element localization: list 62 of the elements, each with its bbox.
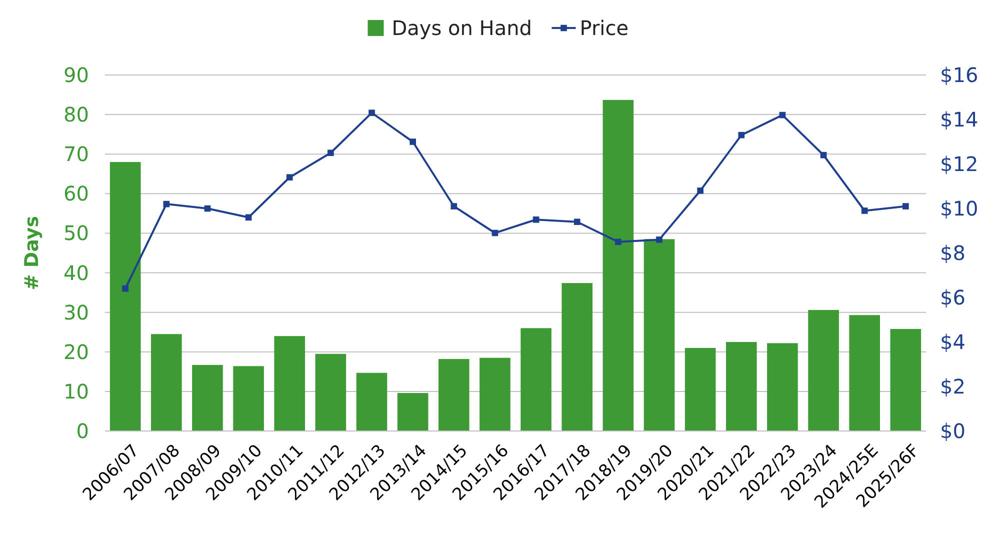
y2-tick-label: $2 <box>940 374 966 398</box>
point <box>286 174 293 181</box>
y-tick-label: 40 <box>64 260 89 285</box>
y2-tick-label: $8 <box>940 241 966 265</box>
point <box>410 138 416 145</box>
bar <box>726 342 757 431</box>
y2-tick-label: $12 <box>940 152 978 176</box>
point <box>532 216 540 223</box>
bar <box>767 343 798 431</box>
bar <box>151 334 182 431</box>
y-tick-label: 20 <box>64 340 89 364</box>
point <box>656 236 662 243</box>
y2-tick-label: $10 <box>940 196 978 220</box>
bar <box>356 372 388 431</box>
point <box>163 200 170 208</box>
point <box>615 238 622 246</box>
point <box>820 152 827 158</box>
bar <box>562 283 593 431</box>
y-tick-label: 50 <box>64 221 89 246</box>
point <box>861 208 868 214</box>
y2-tick-label: $0 <box>940 419 966 443</box>
legend-label: Price <box>580 16 629 40</box>
y-tick-label: 70 <box>64 142 89 166</box>
bar <box>480 358 510 431</box>
y-axis-title: # Days <box>21 216 43 290</box>
point <box>328 150 334 156</box>
bar <box>315 354 346 431</box>
y2-tick-label: $6 <box>940 286 966 310</box>
y-tick-label: 10 <box>64 379 89 404</box>
point <box>368 110 375 116</box>
point <box>122 285 128 292</box>
bar <box>684 348 716 431</box>
bar <box>397 393 428 431</box>
bar <box>808 310 839 431</box>
point <box>738 132 745 138</box>
bar <box>644 239 675 431</box>
bar <box>890 328 922 431</box>
point <box>779 112 786 118</box>
y-tick-label: 90 <box>64 63 89 87</box>
y-tick-label: 30 <box>64 300 89 324</box>
bar <box>520 328 552 431</box>
bar <box>233 366 264 431</box>
bar <box>110 162 141 431</box>
y-tick-label: 0 <box>76 419 89 443</box>
point <box>245 214 252 221</box>
bar <box>274 336 306 431</box>
point <box>697 188 704 194</box>
y2-tick-label: $16 <box>940 63 978 87</box>
point <box>492 230 498 236</box>
y-tick-label: 60 <box>64 182 89 206</box>
point <box>902 203 909 210</box>
legend-label: Days on Hand <box>392 16 532 40</box>
y-tick-label: 80 <box>64 102 89 127</box>
bar <box>192 364 223 431</box>
point <box>450 203 458 210</box>
bar <box>849 315 880 431</box>
bar <box>438 359 470 431</box>
y2-tick-label: $4 <box>940 330 966 354</box>
y2-tick-label: $14 <box>940 108 978 132</box>
point <box>574 218 580 226</box>
point <box>204 205 211 212</box>
bar <box>602 100 634 431</box>
